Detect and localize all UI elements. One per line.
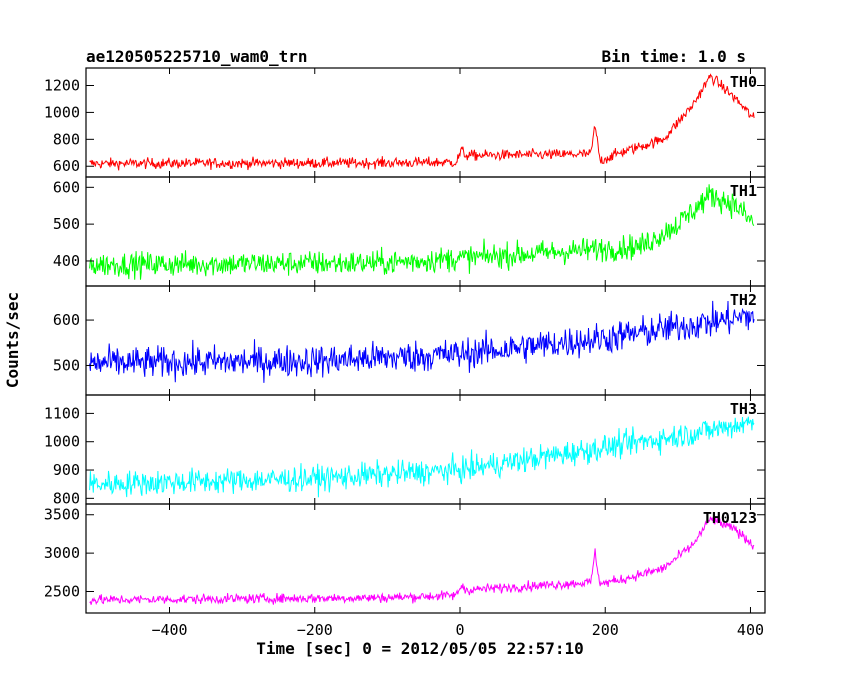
panel-frame (85, 503, 766, 614)
y-tick-label: 800 (53, 130, 80, 148)
y-tick-label: 3500 (44, 506, 80, 524)
bin-time-label: Bin time: 1.0 s (602, 47, 747, 66)
x-tick-label: −200 (297, 621, 333, 639)
y-tick-label: 600 (53, 178, 80, 196)
y-tick-label: 900 (53, 461, 80, 479)
y-tick-label: 3000 (44, 544, 80, 562)
panel-th3: 800 900 1000 1100 TH3 (44, 394, 766, 507)
panel-label: TH2 (730, 291, 757, 309)
panel-th2: 500 600 TH2 (53, 285, 766, 396)
series-line-th0123 (89, 515, 755, 606)
y-tick-label: 600 (53, 311, 80, 329)
panel-label: TH0 (730, 73, 757, 91)
y-tick-label: 2500 (44, 583, 80, 601)
x-tick-label: 0 (455, 621, 464, 639)
panel-th0123: 2500 3000 3500 TH0123 (44, 503, 766, 614)
y-tick-label: 500 (53, 356, 80, 374)
y-tick-label: 500 (53, 215, 80, 233)
y-tick-label: 1000 (44, 433, 80, 451)
panel-th1: 400 500 600 TH1 (53, 176, 766, 287)
panels-group: 600 800 1000 1200 TH0 400 500 600 TH1 500 600 TH2 80… (44, 67, 766, 639)
y-tick-label: 1200 (44, 76, 80, 94)
panel-label: TH1 (730, 182, 757, 200)
panel-frame (85, 394, 766, 505)
y-axis-label: Counts/sec (3, 292, 22, 388)
x-tick-label: −400 (151, 621, 187, 639)
y-tick-label: 800 (53, 489, 80, 507)
series-line-th1 (89, 184, 755, 280)
series-line-th3 (89, 416, 755, 498)
x-tick-label: 200 (592, 621, 619, 639)
panel-frame (85, 176, 766, 287)
series-line-th2 (89, 300, 755, 383)
series-line-th0 (89, 73, 755, 171)
y-tick-label: 1000 (44, 103, 80, 121)
y-tick-label: 400 (53, 252, 80, 270)
y-tick-label: 600 (53, 157, 80, 175)
x-axis-label: Time [sec] 0 = 2012/05/05 22:57:10 (256, 639, 584, 658)
x-tick-label: 400 (737, 621, 764, 639)
panel-label: TH3 (730, 400, 757, 418)
panel-frame (85, 285, 766, 396)
panel-th0: 600 800 1000 1200 TH0 (44, 67, 766, 178)
y-tick-label: 1100 (44, 404, 80, 422)
panel-label: TH0123 (703, 509, 757, 527)
observation-title: ae120505225710_wam0_trn (86, 47, 308, 66)
